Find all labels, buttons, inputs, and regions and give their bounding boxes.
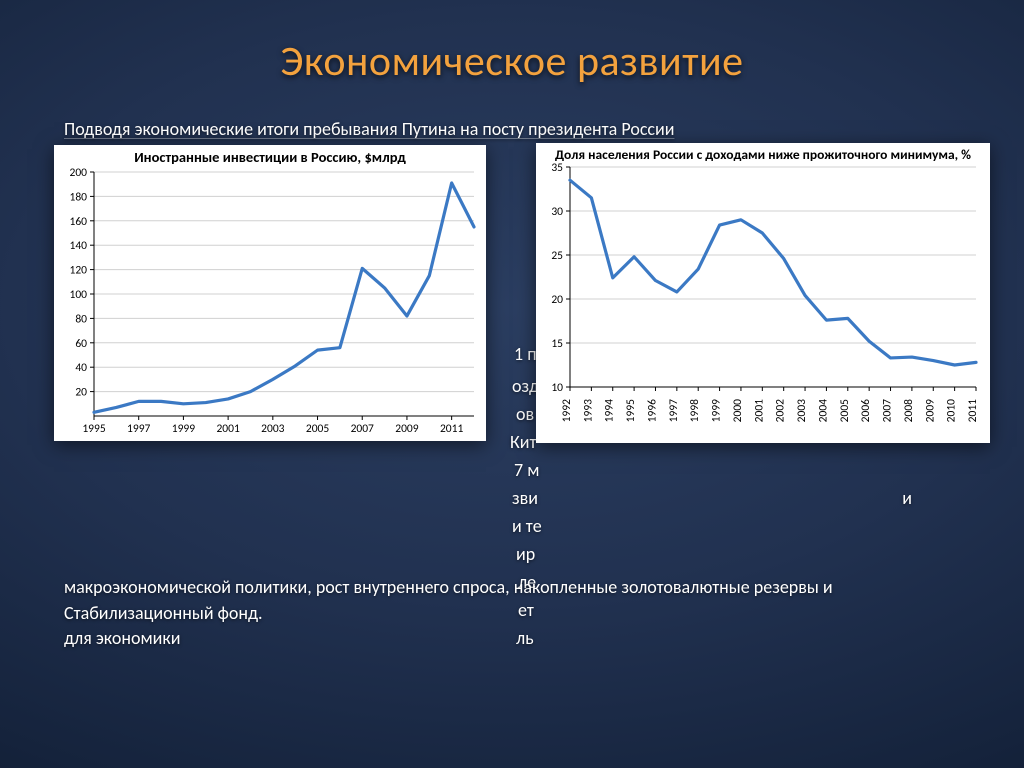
- svg-text:2005: 2005: [306, 422, 329, 436]
- svg-text:1994: 1994: [603, 399, 617, 422]
- chart2-title: Доля населения России с доходами ниже пр…: [536, 143, 990, 163]
- svg-text:1993: 1993: [581, 399, 595, 422]
- svg-text:2011: 2011: [440, 422, 463, 436]
- slide-title: Экономическое развитие: [0, 0, 1024, 87]
- svg-text:2011: 2011: [966, 399, 980, 422]
- svg-text:2004: 2004: [816, 399, 830, 422]
- svg-text:1996: 1996: [645, 399, 659, 422]
- svg-text:2001: 2001: [216, 422, 239, 436]
- svg-text:180: 180: [70, 190, 88, 204]
- svg-text:30: 30: [551, 205, 563, 219]
- svg-text:20: 20: [551, 293, 563, 307]
- svg-text:200: 200: [70, 166, 88, 180]
- chart-foreign-investment: Иностранные инвестиции в Россию, $млрд 2…: [54, 145, 486, 441]
- svg-text:35: 35: [551, 163, 563, 175]
- svg-text:15: 15: [551, 337, 563, 351]
- svg-text:80: 80: [75, 312, 87, 326]
- svg-text:2000: 2000: [731, 399, 745, 422]
- svg-text:2003: 2003: [795, 399, 809, 422]
- svg-text:1997: 1997: [667, 399, 681, 422]
- svg-text:2007: 2007: [351, 422, 374, 436]
- svg-text:1992: 1992: [560, 399, 574, 422]
- chart2-plot: 10 15 20 25 30 35 1992 1993 1994 1995 1996 1997 1998…: [536, 163, 990, 425]
- svg-text:2008: 2008: [902, 399, 916, 422]
- svg-text:40: 40: [75, 361, 87, 375]
- bottom-paragraph: макроэкономической политики, рост внутре…: [64, 574, 960, 626]
- svg-text:160: 160: [70, 215, 88, 229]
- svg-text:2001: 2001: [752, 399, 766, 422]
- svg-text:2003: 2003: [261, 422, 284, 436]
- svg-text:2006: 2006: [859, 399, 873, 422]
- svg-text:1995: 1995: [624, 399, 638, 422]
- svg-text:2009: 2009: [395, 422, 418, 436]
- svg-text:1997: 1997: [127, 422, 150, 436]
- svg-text:60: 60: [75, 337, 87, 351]
- charts-area: 1 п е озд ов й Кит 7 м зви и и тe ир ле …: [64, 151, 960, 461]
- svg-text:1998: 1998: [688, 399, 702, 422]
- svg-text:1999: 1999: [710, 399, 724, 422]
- chart1-title: Иностранные инвестиции в Россию, $млрд: [54, 145, 486, 166]
- svg-text:2005: 2005: [838, 399, 852, 422]
- svg-text:140: 140: [70, 239, 88, 253]
- svg-text:120: 120: [70, 264, 88, 278]
- svg-text:2010: 2010: [945, 399, 959, 422]
- svg-text:2007: 2007: [881, 399, 895, 422]
- intro-paragraph: Подводя экономические итоги пребывания П…: [64, 117, 960, 141]
- svg-text:10: 10: [551, 381, 563, 395]
- svg-text:20: 20: [75, 386, 87, 400]
- svg-text:1999: 1999: [172, 422, 195, 436]
- svg-text:2002: 2002: [774, 399, 788, 422]
- svg-text:1995: 1995: [82, 422, 105, 436]
- svg-text:2009: 2009: [923, 399, 937, 422]
- svg-text:100: 100: [70, 288, 88, 302]
- svg-text:25: 25: [551, 249, 563, 263]
- chart-poverty-rate: Доля населения России с доходами ниже пр…: [536, 143, 990, 443]
- chart1-plot: 20 40 60 80 100 120 140 160 180 200 1995 1997 1999 20…: [54, 166, 486, 438]
